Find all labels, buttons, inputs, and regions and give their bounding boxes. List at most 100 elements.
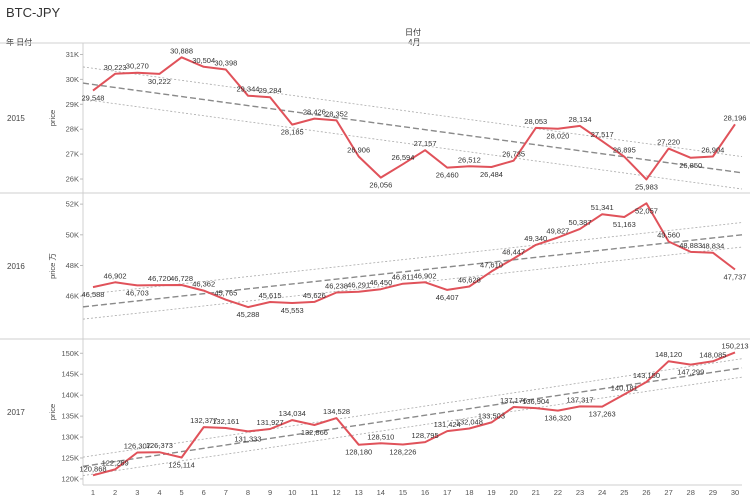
data-label: 26,484 <box>480 170 503 179</box>
data-label: 26,735 <box>502 150 525 159</box>
trend-line <box>82 234 743 308</box>
x-tick-label: 30 <box>731 488 739 497</box>
data-label: 30,504 <box>192 56 215 65</box>
data-label: 148,120 <box>655 350 682 359</box>
data-label: 29,344 <box>236 85 259 94</box>
data-label: 132,866 <box>301 428 328 437</box>
data-label: 26,056 <box>369 181 392 190</box>
x-tick-label: 10 <box>288 488 296 497</box>
data-label: 27,517 <box>591 130 614 139</box>
x-tick-label: 21 <box>532 488 540 497</box>
trend-band-lower <box>82 98 743 190</box>
y-tick-label: 145K <box>61 370 79 379</box>
x-tick-label: 15 <box>399 488 407 497</box>
data-label: 131,333 <box>234 434 261 443</box>
y-tick-label: 120K <box>61 474 79 483</box>
data-label: 30,223 <box>104 63 127 72</box>
data-label: 26,594 <box>391 153 414 162</box>
data-label: 132,161 <box>212 417 239 426</box>
y-tick-label: 125K <box>61 453 79 462</box>
x-tick-label: 8 <box>246 488 250 497</box>
data-label: 46,588 <box>82 290 105 299</box>
y-tick-label: 27K <box>66 150 79 159</box>
data-label: 140,181 <box>611 383 638 392</box>
data-label: 46,902 <box>414 271 437 280</box>
y-tick-label: 135K <box>61 412 79 421</box>
x-tick-label: 25 <box>620 488 628 497</box>
x-tick-label: 17 <box>443 488 451 497</box>
trend-band-upper <box>82 358 743 458</box>
trend-line <box>82 82 743 174</box>
data-label: 49,340 <box>524 234 547 243</box>
data-label: 45,288 <box>236 310 259 319</box>
data-label: 46,450 <box>369 278 392 287</box>
data-label: 26,850 <box>679 161 702 170</box>
data-label: 137,317 <box>566 395 593 404</box>
data-label: 29,284 <box>259 86 282 95</box>
data-label: 51,163 <box>613 220 636 229</box>
series-line-2015 <box>92 56 736 181</box>
data-label: 46,811 <box>392 273 414 282</box>
x-tick-label: 3 <box>135 488 139 497</box>
data-label: 28,185 <box>281 128 304 137</box>
data-label: 150,213 <box>721 341 748 350</box>
x-tick-label: 4 <box>157 488 161 497</box>
data-label: 128,180 <box>345 448 372 457</box>
x-tick-label: 12 <box>332 488 340 497</box>
data-label: 27,157 <box>414 139 437 148</box>
x-tick-label: 6 <box>202 488 206 497</box>
data-label: 122,269 <box>102 458 129 467</box>
x-tick-label: 20 <box>509 488 517 497</box>
data-label: 30,222 <box>148 77 171 86</box>
x-tick-label: 5 <box>179 488 183 497</box>
y-tick-label: 50K <box>66 230 79 239</box>
data-label: 48,883 <box>679 241 702 250</box>
y-tick-label: 28K <box>66 125 79 134</box>
data-label: 126,307 <box>124 441 151 450</box>
data-label: 132,377 <box>190 416 217 425</box>
chart-title: BTC-JPY <box>6 5 61 20</box>
data-label: 26,906 <box>347 145 370 154</box>
data-label: 46,291 <box>347 281 370 290</box>
year-label: 2016 <box>7 262 25 271</box>
series-line-2017 <box>92 351 736 477</box>
data-label: 128,510 <box>367 432 394 441</box>
y-tick-label: 26K <box>66 175 79 184</box>
data-label: 28,196 <box>724 113 747 122</box>
data-label: 136,904 <box>522 397 549 406</box>
data-label: 45,553 <box>281 306 304 315</box>
x-tick-label: 22 <box>554 488 562 497</box>
data-label: 30,888 <box>170 46 193 55</box>
data-label: 46,238 <box>325 281 348 290</box>
data-label: 51,341 <box>591 203 614 212</box>
x-tick-label: 28 <box>687 488 695 497</box>
data-label: 137,176 <box>500 396 527 405</box>
y-tick-label: 30K <box>66 75 79 84</box>
data-label: 46,703 <box>126 288 149 297</box>
x-tick-label: 18 <box>465 488 473 497</box>
data-label: 45,615 <box>259 291 282 300</box>
y-tick-label: 46K <box>66 292 79 301</box>
data-label: 25,983 <box>635 182 658 191</box>
data-label: 26,460 <box>436 171 459 180</box>
data-label: 52,057 <box>635 206 658 215</box>
x-tick-label: 11 <box>310 488 318 497</box>
data-label: 28,134 <box>569 115 592 124</box>
data-label: 26,904 <box>701 146 724 155</box>
trend-band-lower <box>82 376 743 476</box>
data-label: 148,085 <box>699 350 726 359</box>
y-axis-label: price 万 <box>48 253 57 279</box>
data-label: 46,628 <box>458 276 481 285</box>
x-tick-label: 2 <box>113 488 117 497</box>
data-label: 28,352 <box>325 109 348 118</box>
data-label: 45,765 <box>214 289 237 298</box>
x-tick-label: 13 <box>354 488 362 497</box>
data-label: 26,512 <box>458 155 481 164</box>
data-label: 47,610 <box>480 260 503 269</box>
y-axis-label: price <box>48 404 57 420</box>
data-label: 131,424 <box>434 420 461 429</box>
x-tick-label: 9 <box>268 488 272 497</box>
x-tick-label: 1 <box>91 488 95 497</box>
column-field-label: 日付 <box>405 28 421 37</box>
x-tick-label: 24 <box>598 488 606 497</box>
